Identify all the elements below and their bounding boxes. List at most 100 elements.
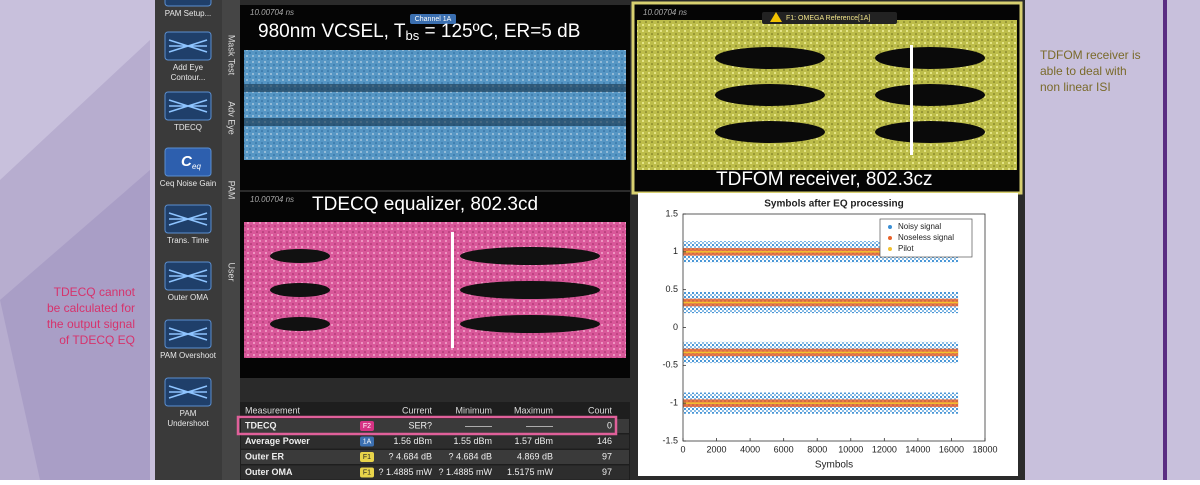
source-badge xyxy=(360,436,374,447)
table-header: Current xyxy=(402,405,433,415)
marker xyxy=(910,45,913,155)
source-label: 1A xyxy=(363,438,372,445)
caption: TDECQ equalizer, 802.3cd xyxy=(312,194,538,215)
x-tick-label: 2000 xyxy=(707,444,727,454)
y-tick-label: -1.5 xyxy=(662,435,678,445)
cell: ? 1.4885 mW xyxy=(378,467,432,477)
cell: 4.869 dB xyxy=(517,451,553,461)
cell: ——— xyxy=(526,420,553,430)
note: TDECQ cannot xyxy=(54,285,136,299)
legend-label: Pilot xyxy=(898,244,914,253)
caption-part: = 125ºC, ER=5 dB xyxy=(419,21,580,42)
x-tick-label: 6000 xyxy=(774,444,794,454)
cell: ——— xyxy=(465,420,492,430)
tab-label[interactable]: User xyxy=(227,262,237,281)
legend-marker xyxy=(888,247,892,251)
cell: 1.57 dBm xyxy=(514,436,553,446)
eye-trace xyxy=(244,50,626,160)
tab-label[interactable]: PAM xyxy=(227,181,237,200)
note: of TDECQ EQ xyxy=(59,333,135,347)
level-band xyxy=(683,301,959,304)
x-axis-label: Symbols xyxy=(815,460,853,471)
table-header: Minimum xyxy=(455,405,492,415)
x-tick-label: 14000 xyxy=(905,444,930,454)
note: non linear ISI xyxy=(1040,80,1111,94)
tab-label[interactable]: Mask Test xyxy=(227,35,237,76)
cell: SER? xyxy=(408,420,432,430)
plot: Symbols after EQ processing Symbols 0 2000 4… xyxy=(662,199,997,471)
cell: 0 xyxy=(607,420,612,430)
row-bg xyxy=(241,450,629,464)
tool-label: PAM xyxy=(180,409,197,418)
icon-graphic xyxy=(168,212,208,226)
eye-openings xyxy=(715,47,985,143)
cell: ? 4.684 dB xyxy=(388,451,432,461)
source-label: F2 xyxy=(363,423,371,430)
caption-part: 980nm VCSEL, T xyxy=(258,21,406,42)
level-band xyxy=(683,402,959,404)
y-tick-label: -1 xyxy=(670,398,678,408)
tool-label: PAM Setup... xyxy=(165,9,212,18)
note: be calculated for xyxy=(47,301,135,315)
cell: 146 xyxy=(597,436,612,446)
legend-marker xyxy=(888,236,892,240)
icon-graphic xyxy=(168,269,208,283)
y-tick-label: 0.5 xyxy=(665,284,678,294)
cell: 97 xyxy=(602,467,612,477)
icon-text: C xyxy=(181,153,193,170)
note: TDFOM receiver is xyxy=(1040,48,1141,62)
tabs: Mask Test Adv Eye PAM User xyxy=(227,35,237,282)
legend-label: Noisy signal xyxy=(898,222,941,231)
time-label: 10.00704 ns xyxy=(250,195,294,204)
table-header: Maximum xyxy=(514,405,553,415)
note: able to deal with xyxy=(1040,64,1127,78)
legend-label: Noseless signal xyxy=(898,233,954,242)
x-tick-label: 12000 xyxy=(872,444,897,454)
tool-icon[interactable] xyxy=(164,0,212,7)
x-tick-label: 10000 xyxy=(838,444,863,454)
icon-graphic xyxy=(168,39,208,53)
time-label: 10.00704 ns xyxy=(643,8,687,17)
y-tick-label: 1.5 xyxy=(665,208,678,218)
note: the output signal xyxy=(47,317,135,331)
row-bg xyxy=(241,434,629,449)
tool-label: Undershoot xyxy=(167,419,209,428)
source-label: F1 xyxy=(363,454,371,461)
right-annotation: TDFOM receiver is able to deal with non … xyxy=(1040,48,1141,94)
y-tick-label: -0.5 xyxy=(662,360,678,370)
caption: 980nm VCSEL, Tbs = 125ºC, ER=5 dB xyxy=(258,21,580,43)
marker xyxy=(451,232,454,348)
accent-line xyxy=(1163,0,1167,480)
cell: 1.55 dBm xyxy=(453,436,492,446)
table-header: Count xyxy=(588,405,613,415)
tool-icon[interactable] xyxy=(164,147,212,177)
icon-graphic xyxy=(168,327,208,341)
tool-label: Ceq Noise Gain xyxy=(160,179,216,188)
channel-tag-text: Channel 1A xyxy=(415,16,452,23)
plot-title: Symbols after EQ processing xyxy=(764,199,904,210)
icon-sub: eq xyxy=(192,162,201,171)
x-tick-label: 16000 xyxy=(939,444,964,454)
caption-sub: bs xyxy=(406,28,420,43)
warning-box xyxy=(762,12,897,24)
x-tick-label: 18000 xyxy=(972,444,997,454)
tab-label[interactable]: Adv Eye xyxy=(227,101,237,135)
caption: TDFOM receiver, 802.3cz xyxy=(716,169,932,190)
table-header: Measurement xyxy=(245,405,301,415)
tool-label: Trans. Time xyxy=(167,236,209,245)
row-bg xyxy=(241,465,629,480)
icon-graphic xyxy=(168,99,208,113)
y-tick-label: 0 xyxy=(673,322,678,332)
highlight xyxy=(236,415,618,436)
source-badge xyxy=(360,421,374,431)
cell: 1.56 dBm xyxy=(393,436,432,446)
eye-openings xyxy=(270,247,600,333)
row-name: TDECQ xyxy=(245,420,277,430)
warning-text: F1: OMEGA Reference[1A] xyxy=(786,15,870,22)
x-tick-label: 0 xyxy=(680,444,685,454)
icon-graphic xyxy=(168,385,208,399)
time-label: 10.00704 ns xyxy=(250,8,294,17)
row-bg xyxy=(241,419,629,433)
x-tick-label: 4000 xyxy=(740,444,760,454)
